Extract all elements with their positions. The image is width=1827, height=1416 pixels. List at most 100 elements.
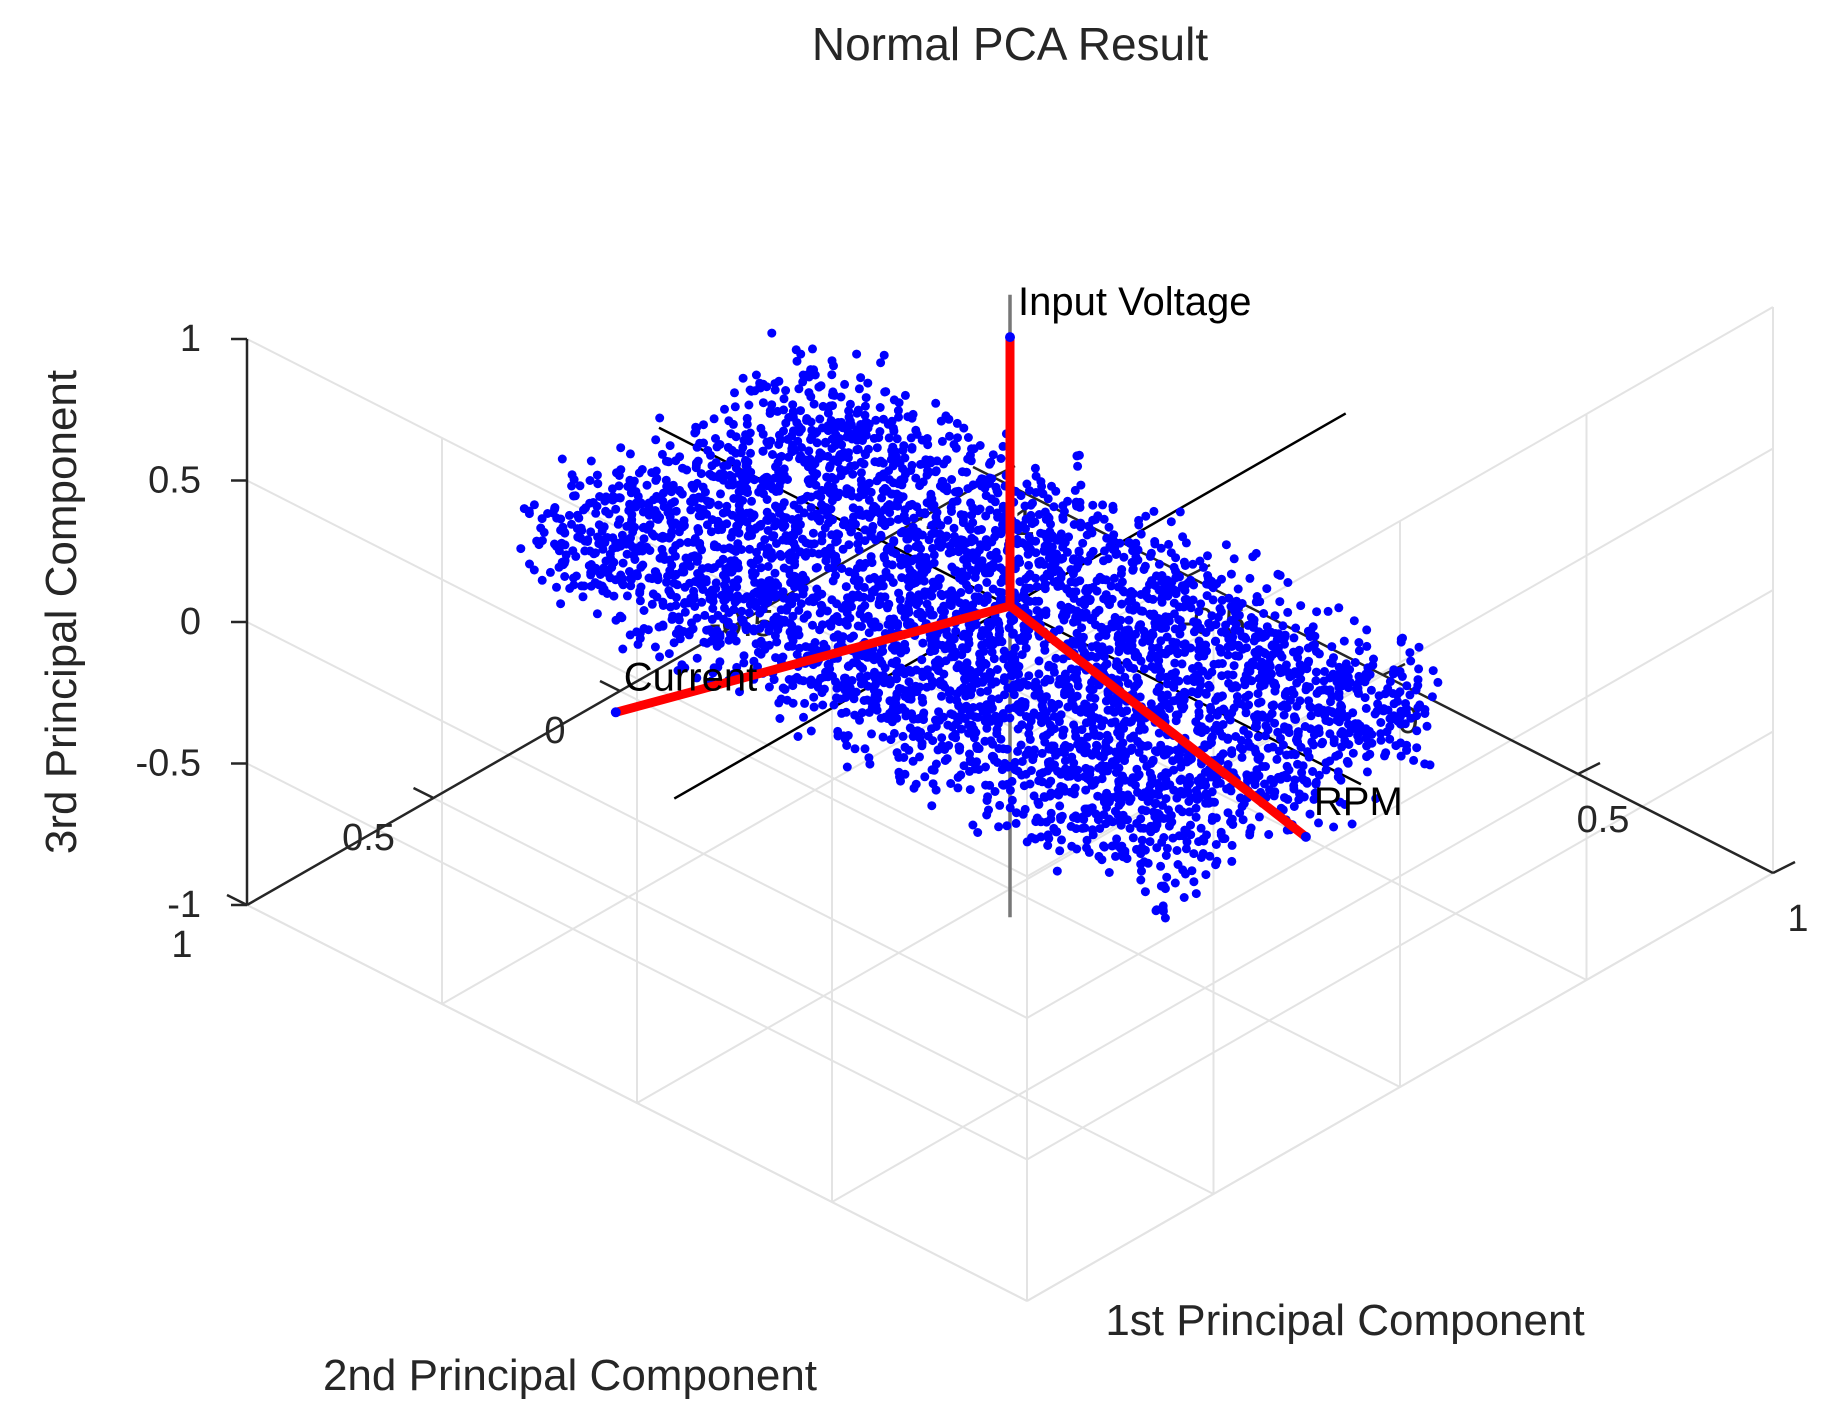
score-point — [755, 608, 765, 618]
score-point — [1095, 731, 1105, 741]
score-point — [1046, 808, 1056, 818]
score-point — [1081, 586, 1091, 596]
score-point — [679, 516, 689, 526]
score-point — [599, 522, 609, 532]
score-point — [1427, 692, 1437, 702]
score-point — [884, 433, 894, 443]
score-point — [1183, 675, 1193, 685]
score-point — [693, 576, 703, 585]
score-point — [1105, 600, 1114, 610]
score-point — [1125, 823, 1135, 833]
score-point — [1218, 720, 1228, 729]
score-point — [1161, 851, 1171, 860]
score-point — [1415, 700, 1425, 710]
score-point — [709, 542, 719, 552]
score-point — [1024, 543, 1034, 553]
score-point — [1123, 641, 1133, 651]
score-point — [1250, 744, 1260, 754]
score-point — [678, 463, 687, 473]
score-point — [945, 431, 954, 441]
score-point — [849, 631, 858, 641]
score-point — [739, 651, 749, 661]
score-point — [820, 523, 830, 533]
score-point — [1278, 740, 1288, 750]
score-point — [917, 435, 927, 445]
score-point — [760, 535, 770, 545]
score-point — [831, 693, 841, 703]
score-point — [889, 537, 899, 547]
score-point — [806, 365, 816, 375]
score-point — [1402, 681, 1412, 691]
score-point — [904, 677, 914, 687]
score-point — [915, 481, 925, 491]
score-point — [998, 744, 1008, 754]
score-point — [700, 610, 710, 620]
score-point — [1334, 750, 1344, 760]
score-point — [942, 754, 952, 764]
score-point — [1084, 847, 1094, 857]
score-point — [906, 466, 916, 475]
score-point — [1282, 750, 1292, 760]
score-point — [816, 600, 826, 610]
score-point — [653, 493, 663, 503]
score-point — [799, 613, 809, 623]
score-point — [785, 627, 795, 637]
score-point — [1283, 607, 1293, 617]
score-point — [585, 476, 595, 485]
score-point — [831, 571, 840, 580]
score-point — [1215, 644, 1225, 653]
score-point — [758, 398, 768, 408]
score-point — [726, 456, 736, 466]
score-point — [1040, 584, 1050, 594]
score-point — [668, 480, 678, 490]
score-point — [1312, 688, 1322, 698]
score-point — [1243, 738, 1253, 747]
score-point — [755, 383, 765, 393]
score-point — [836, 417, 846, 427]
score-point — [894, 412, 903, 422]
score-point — [1376, 729, 1386, 739]
score-point — [1121, 716, 1131, 726]
score-point — [995, 800, 1005, 810]
score-point — [1029, 791, 1039, 801]
score-point — [1145, 837, 1155, 847]
score-point — [1321, 758, 1331, 768]
score-point — [1048, 662, 1058, 672]
score-point — [738, 373, 748, 383]
score-point — [1371, 794, 1381, 804]
score-point — [1274, 663, 1284, 673]
score-point — [1217, 627, 1226, 637]
score-point — [1180, 586, 1190, 596]
score-point — [856, 373, 866, 383]
score-point — [1232, 596, 1241, 606]
score-point — [1077, 623, 1087, 633]
score-point — [1000, 690, 1009, 700]
score-point — [1037, 748, 1047, 758]
score-point — [1108, 535, 1118, 545]
score-point — [772, 637, 782, 647]
score-point — [1161, 584, 1171, 594]
score-point — [693, 524, 703, 533]
score-point — [1184, 807, 1194, 817]
score-point — [1044, 834, 1054, 843]
score-point — [1361, 669, 1371, 679]
score-point — [937, 436, 947, 446]
score-point — [1095, 751, 1105, 761]
score-point — [1252, 652, 1262, 662]
score-point — [817, 536, 827, 546]
score-point — [1156, 666, 1166, 676]
score-point — [876, 358, 886, 368]
score-point — [752, 555, 762, 565]
score-point — [1100, 745, 1110, 755]
score-point — [1250, 780, 1260, 790]
score-point — [1036, 817, 1046, 827]
score-point — [1106, 581, 1116, 591]
score-point — [1077, 725, 1087, 735]
score-point — [1223, 650, 1233, 660]
score-point — [776, 551, 786, 561]
score-point — [721, 595, 730, 605]
score-point — [1146, 758, 1156, 768]
score-point — [857, 622, 866, 631]
score-point — [890, 645, 900, 655]
score-point — [1149, 506, 1159, 516]
